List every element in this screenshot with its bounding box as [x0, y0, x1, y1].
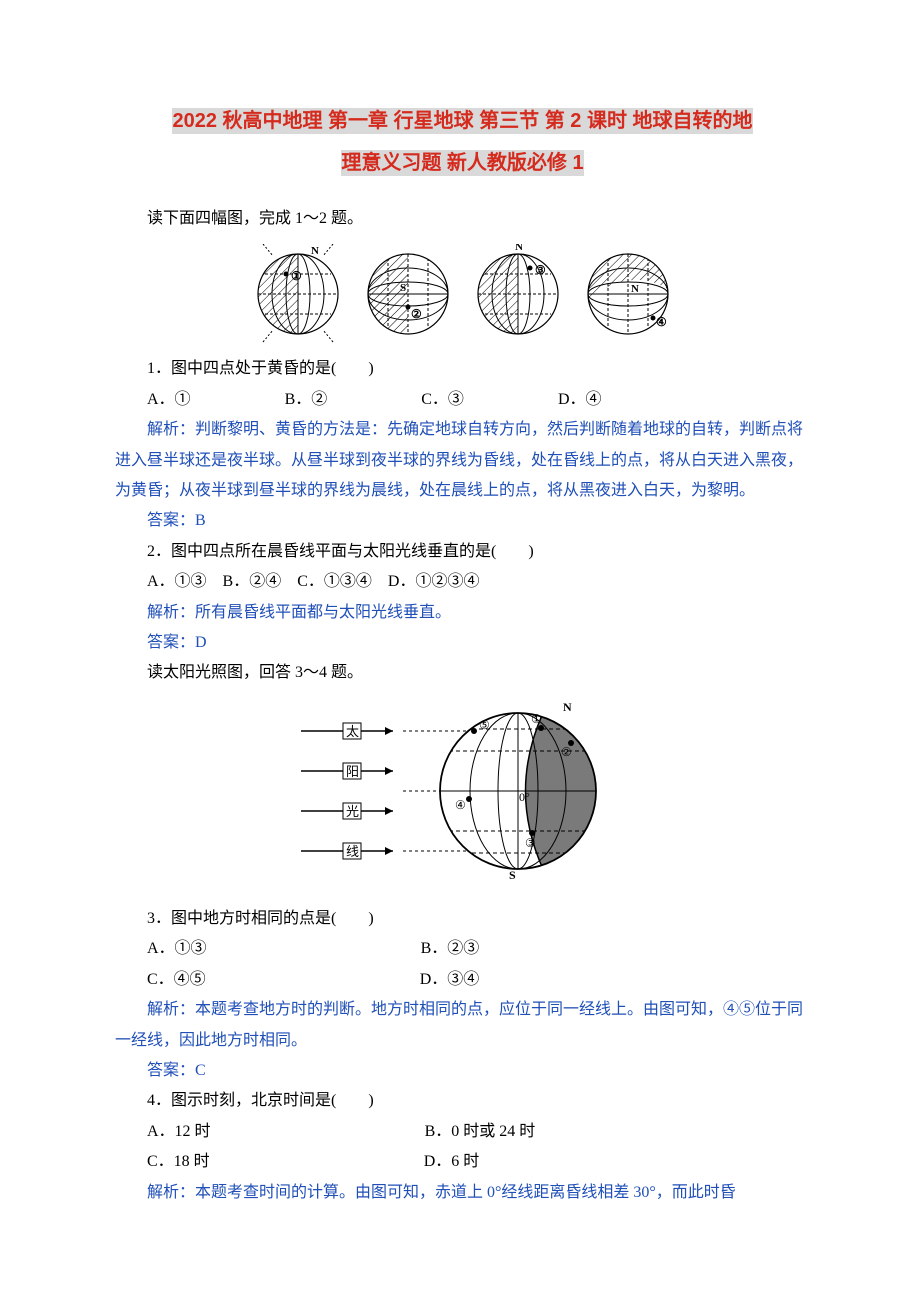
svg-text:0°: 0°: [519, 790, 530, 804]
svg-text:③: ③: [525, 836, 536, 850]
svg-text:③: ③: [535, 263, 546, 277]
q1-options: A．① B．② C．③ D．④: [115, 385, 810, 415]
q4-opts-row2: C．18 时 D．6 时: [115, 1147, 810, 1177]
q3-opt-d: D．③④: [420, 971, 480, 988]
q2-answer: 答案：D: [115, 628, 810, 658]
intro-2: 读太阳光照图，回答 3～4 题。: [115, 658, 810, 688]
q4-opt-c: C．18 时: [147, 1153, 210, 1170]
svg-text:N: N: [515, 244, 523, 253]
svg-text:阳: 阳: [346, 764, 359, 779]
q1-answer: 答案：B: [115, 506, 810, 536]
q4-opt-a: A．12 时: [147, 1123, 211, 1140]
svg-text:太: 太: [346, 724, 359, 739]
svg-text:④: ④: [455, 798, 466, 812]
svg-text:光: 光: [346, 804, 359, 819]
svg-text:②: ②: [411, 307, 422, 321]
figure-four-globes: ① N S ② ③ N: [115, 244, 810, 344]
svg-text:N: N: [563, 701, 572, 714]
svg-text:S: S: [509, 868, 516, 881]
title-line1: 2022 秋高中地理 第一章 行星地球 第三节 第 2 课时 地球自转的地: [172, 108, 752, 134]
q2-analysis: 解析：所有晨昏线平面都与太阳光线垂直。: [115, 598, 810, 628]
svg-text:N: N: [311, 245, 319, 257]
intro-1: 读下面四幅图，完成 1～2 题。: [115, 204, 810, 234]
svg-text:②: ②: [561, 745, 572, 759]
title-line2: 理意义习题 新人教版必修 1: [341, 150, 583, 176]
q3-opts-row2: C．④⑤ D．③④: [115, 965, 810, 995]
svg-text:N: N: [631, 283, 639, 295]
q1-opt-d: D．④: [558, 391, 602, 408]
q4-opt-d: D．6 时: [424, 1153, 480, 1170]
q1-stem: 1．图中四点处于黄昏的是( ): [115, 354, 810, 384]
svg-text:线: 线: [346, 844, 359, 859]
q3-analysis: 解析：本题考查地方时的判断。地方时相同的点，应位于同一经线上。由图可知，④⑤位于…: [115, 995, 810, 1056]
q4-opt-b: B．0 时或 24 时: [425, 1123, 536, 1140]
svg-text:④: ④: [656, 315, 667, 329]
q1-opt-b: B．②: [285, 391, 328, 408]
q1-opt-c: C．③: [421, 391, 464, 408]
q1-opt-a: A．①: [147, 391, 191, 408]
q3-answer: 答案：C: [115, 1056, 810, 1086]
svg-text:①: ①: [531, 712, 542, 726]
q2-stem: 2．图中四点所在晨昏线平面与太阳光线垂直的是( ): [115, 537, 810, 567]
q3-opt-c: C．④⑤: [147, 971, 206, 988]
q3-stem: 3．图中地方时相同的点是( ): [115, 904, 810, 934]
q1-analysis: 解析：判断黎明、黄昏的方法是：先确定地球自转方向，然后判断随着地球的自转，判断点…: [115, 415, 810, 506]
q4-stem: 4．图示时刻，北京时间是( ): [115, 1086, 810, 1116]
svg-text:①: ①: [291, 269, 302, 283]
q3-opts-row1: A．①③ B．②③: [115, 934, 810, 964]
q3-opt-b: B．②③: [421, 940, 480, 957]
q3-opt-a: A．①③: [147, 940, 207, 957]
q4-analysis: 解析：本题考查时间的计算。由图可知，赤道上 0°经线距离昏线相差 30°，而此时…: [115, 1178, 810, 1208]
figure-sunlight-globe: 太 阳 光 线 ① ② ③ ④ ⑤ N S: [115, 701, 810, 892]
q4-opts-row1: A．12 时 B．0 时或 24 时: [115, 1117, 810, 1147]
svg-text:⑤: ⑤: [479, 718, 490, 732]
q2-options: A．①③ B．②④ C．①③④ D．①②③④: [115, 567, 810, 597]
page-title: 2022 秋高中地理 第一章 行星地球 第三节 第 2 课时 地球自转的地 理意…: [115, 100, 810, 184]
svg-text:S: S: [400, 282, 406, 294]
